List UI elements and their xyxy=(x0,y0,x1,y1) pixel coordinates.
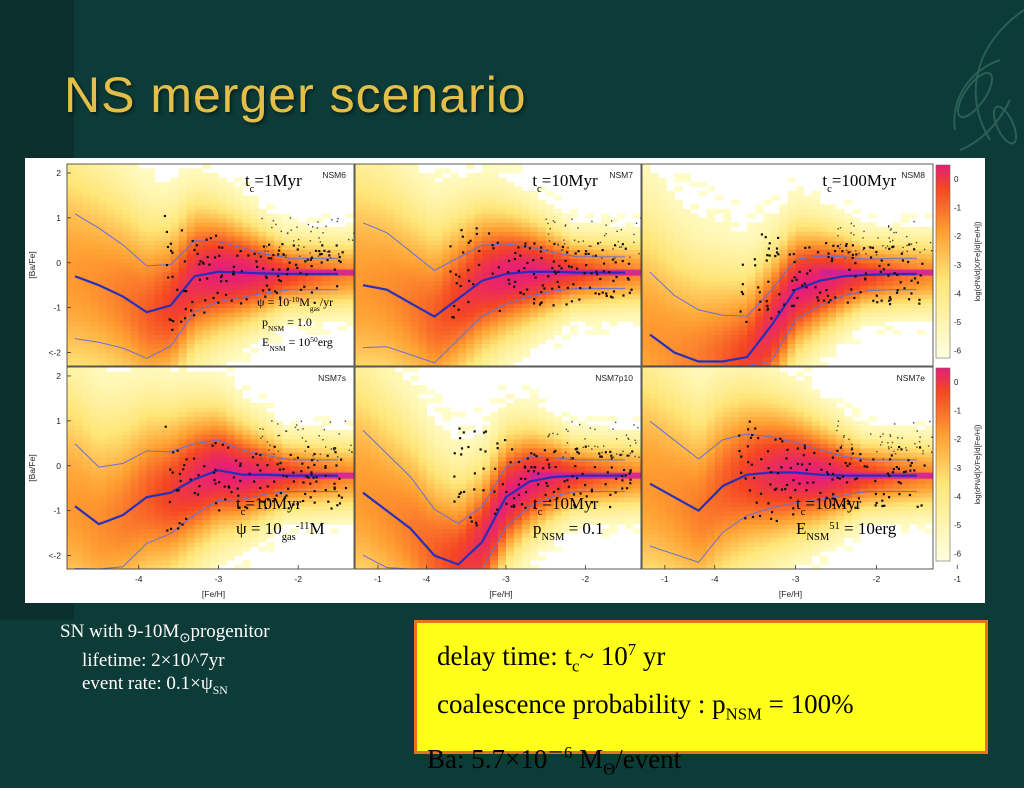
note-line2: lifetime: 2×10^7yr xyxy=(60,649,270,672)
colorbar-tick-label: -6 xyxy=(954,550,962,559)
colorbar-tick-label: 0 xyxy=(954,378,959,387)
progenitor-notes: SN with 9-10M⊙progenitor lifetime: 2×10^… xyxy=(60,620,270,702)
y-tick-label: 1 xyxy=(56,213,61,223)
y-tick-label: 1 xyxy=(56,416,61,426)
x-tick-label: -1 xyxy=(374,574,382,584)
delay-mid: ~ 10 xyxy=(579,641,627,671)
y-tick-label: 2 xyxy=(56,168,61,178)
colorbar-tick-label: 0 xyxy=(954,175,959,184)
colorbar xyxy=(936,165,950,358)
x-tick-label: -1 xyxy=(661,574,669,584)
x-tick-label: -4 xyxy=(711,574,719,584)
x-tick-label: -1 xyxy=(953,574,961,584)
note-line1-post: progenitor xyxy=(190,621,269,642)
colorbar-tick-label: -2 xyxy=(954,435,962,444)
colorbar-tick-label: -1 xyxy=(954,204,962,213)
x-tick-label: -3 xyxy=(502,574,510,584)
y-tick-label: <-2 xyxy=(48,348,61,358)
y-axis-label: [Ba/Fe] xyxy=(27,454,37,481)
note-line3-pre: event rate: 0.1×ψ xyxy=(82,673,213,694)
colorbar-tick-label: -4 xyxy=(954,289,962,298)
summary-box: delay time: tc~ 107 yr coalescence proba… xyxy=(414,620,988,754)
colorbar xyxy=(936,368,950,561)
ba-mid: M xyxy=(572,744,603,774)
colorbar-label: log(d²N/d[X/Fe]/d[Fe/H]) xyxy=(973,221,982,302)
y-tick-label: 2 xyxy=(56,371,61,381)
panel-model-name: NSM7 xyxy=(609,170,633,180)
y-axis-label: [Ba/Fe] xyxy=(27,251,37,278)
delay-pre: delay time: t xyxy=(437,641,572,671)
x-tick-label: -4 xyxy=(423,574,431,584)
ba-sub: Θ xyxy=(603,759,615,778)
y-tick-label: -1 xyxy=(53,506,61,516)
prob-pre: coalescence probability : p xyxy=(437,689,726,719)
note-line3-sub: SN xyxy=(213,684,228,697)
colorbar-tick-label: -4 xyxy=(954,492,962,501)
note-line1-pre: SN with 9-10M xyxy=(60,621,179,642)
colorbar-tick-label: -3 xyxy=(954,261,962,270)
prob-post: = 100% xyxy=(762,689,854,719)
x-tick-label: -2 xyxy=(873,574,881,584)
y-tick-label: -1 xyxy=(53,303,61,313)
sun-symbol: ⊙ xyxy=(179,630,190,645)
ba-sup: －6 xyxy=(547,743,572,762)
x-tick-label: -3 xyxy=(215,574,223,584)
colorbar-tick-label: -3 xyxy=(954,464,962,473)
colorbar-tick-label: -2 xyxy=(954,232,962,241)
ba-pre: Ba: 5.7×10 xyxy=(427,744,547,774)
x-tick-label: -2 xyxy=(582,574,590,584)
x-tick-label: -3 xyxy=(792,574,800,584)
y-tick-label: 0 xyxy=(56,258,61,268)
slide-title: NS merger scenario xyxy=(64,66,527,124)
panel-model-name: NSM8 xyxy=(901,170,925,180)
panel-model-name: NSM7e xyxy=(897,373,926,383)
delay-post: yr xyxy=(636,641,665,671)
colorbar-label: log(d²N/d[X/Fe]/d[Fe/H]) xyxy=(973,424,982,505)
panel-model-name: NSM7s xyxy=(318,373,346,383)
colorbar-tick-label: -6 xyxy=(954,347,962,356)
x-tick-label: -2 xyxy=(294,574,302,584)
colorbar-tick-label: -1 xyxy=(954,407,962,416)
y-tick-label: 0 xyxy=(56,461,61,471)
prob-sub: NSM xyxy=(726,705,762,724)
delay-sup: 7 xyxy=(628,640,636,659)
x-tick-label: -4 xyxy=(135,574,143,584)
x-axis-label: [Fe/H] xyxy=(489,589,512,599)
x-axis-label: [Fe/H] xyxy=(779,589,802,599)
colorbar-tick-label: -5 xyxy=(954,318,962,327)
colorbar-tick-label: -5 xyxy=(954,521,962,530)
y-tick-label: <-2 xyxy=(48,551,61,561)
ba-post: /event xyxy=(615,744,681,774)
panel-model-name: NSM7p10 xyxy=(595,373,633,383)
x-axis-label: [Fe/H] xyxy=(202,589,225,599)
panel-model-name: NSM6 xyxy=(322,170,346,180)
